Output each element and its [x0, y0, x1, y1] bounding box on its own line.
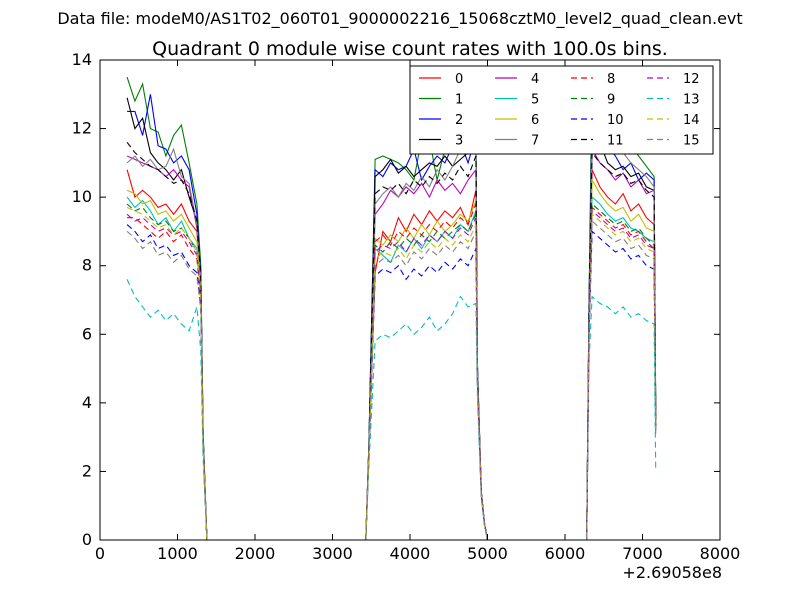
legend-label-6: 6: [531, 113, 539, 128]
y-tick-label: 10: [72, 187, 92, 206]
series-line-8: [127, 203, 657, 541]
y-tick-label: 4: [82, 393, 92, 412]
legend-label-13: 13: [683, 93, 700, 108]
series-line-14: [126, 206, 657, 541]
series-line-15: [126, 219, 657, 541]
x-tick-label: 3000: [312, 544, 353, 563]
legend-label-15: 15: [683, 134, 700, 149]
x-tick-label: 7000: [622, 544, 663, 563]
x-axis-offset-label: +2.69058e8: [622, 563, 722, 582]
plot-border: [99, 59, 721, 541]
legend-label-8: 8: [607, 72, 615, 87]
plot-area: 0 1000 2000 3000 4000 5000 6000 7000 80000246810…: [72, 50, 741, 563]
series-line-13: [126, 279, 657, 541]
chart-title: Quadrant 0 module wise count rates with …: [152, 38, 668, 60]
x-tick-label: 2000: [235, 544, 276, 563]
legend-label-12: 12: [683, 72, 700, 87]
legend-label-11: 11: [607, 134, 624, 149]
y-tick-label: 2: [82, 461, 92, 480]
y-tick-label: 12: [72, 119, 92, 138]
series-line-12: [126, 209, 657, 541]
legend-label-10: 10: [607, 113, 624, 128]
x-tick-label: 0: [95, 544, 105, 563]
y-tick-label: 8: [82, 256, 92, 275]
series-line-10: [126, 224, 657, 541]
x-tick-label: 5000: [467, 544, 508, 563]
series-line-6: [126, 177, 657, 541]
y-tick-label: 14: [72, 50, 92, 69]
legend-label-2: 2: [455, 113, 463, 128]
legend-label-14: 14: [683, 113, 700, 128]
figure-suptitle: Data file: modeM0/AS1T02_060T01_90000022…: [57, 9, 742, 29]
legend-label-5: 5: [531, 93, 539, 108]
legend-label-0: 0: [455, 72, 463, 87]
tick-layer: 0 1000 2000 3000 4000 5000 6000 7000 80000246810…: [72, 50, 741, 563]
legend-label-9: 9: [607, 93, 615, 108]
series-line-0: [126, 169, 657, 541]
y-tick-label: 6: [82, 324, 92, 343]
x-tick-label: 1000: [157, 544, 198, 563]
legend-label-7: 7: [531, 134, 539, 149]
x-tick-label: 4000: [390, 544, 431, 563]
legend-label-3: 3: [455, 134, 463, 149]
legend-label-4: 4: [531, 72, 539, 87]
y-tick-label: 0: [82, 530, 92, 549]
series-line-11: [126, 141, 657, 541]
x-tick-label: 6000: [545, 544, 586, 563]
x-tick-label: 8000: [700, 544, 741, 563]
legend-label-1: 1: [455, 93, 463, 108]
series-line-5: [126, 195, 657, 541]
